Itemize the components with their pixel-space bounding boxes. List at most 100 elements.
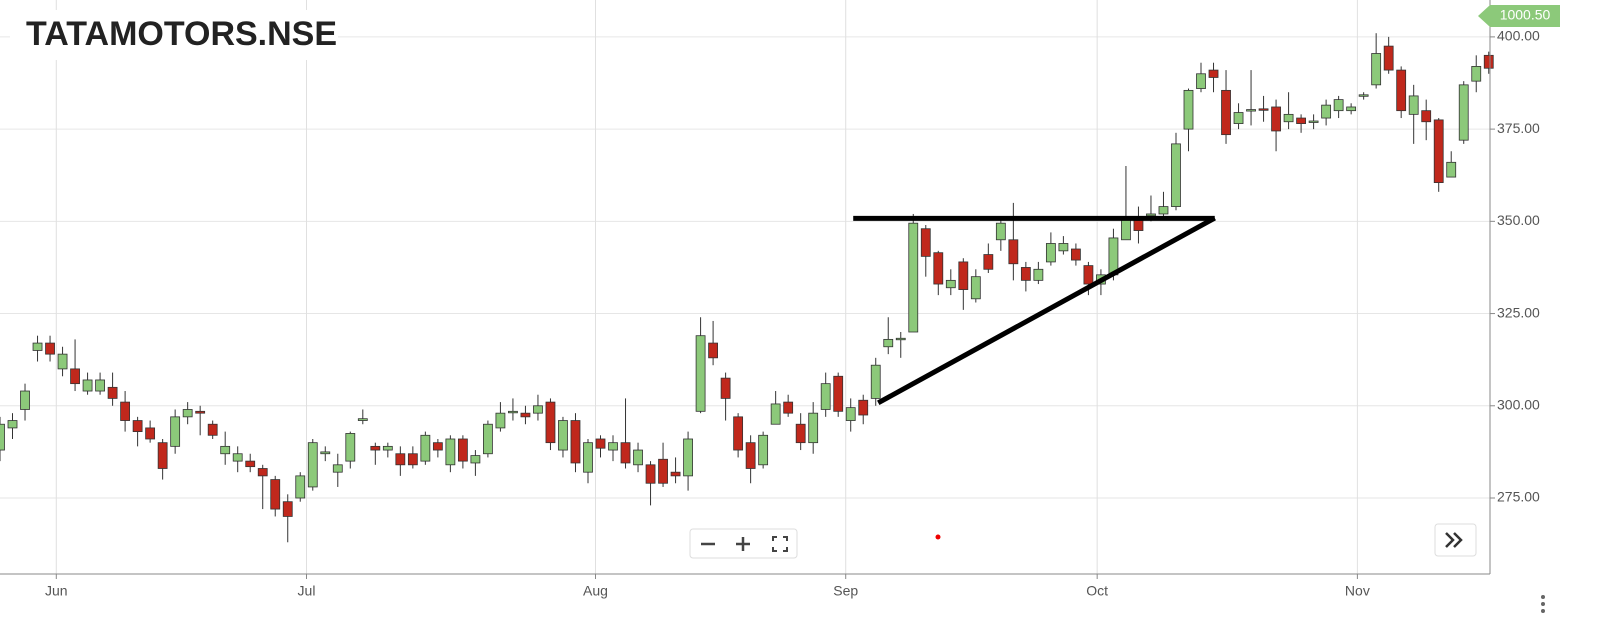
candle-body — [432, 442, 443, 451]
candle-body — [595, 438, 606, 449]
candle-body — [32, 342, 43, 351]
candle-body — [883, 338, 894, 348]
candle-body — [145, 427, 156, 440]
marker-dot — [935, 534, 941, 540]
x-tick-label: Sep — [833, 583, 858, 599]
candle-body — [382, 445, 393, 451]
candle-body — [1233, 112, 1244, 124]
candle-body — [945, 279, 956, 289]
candle-body — [1421, 110, 1432, 123]
candle-body — [1033, 268, 1044, 281]
candle-body — [1045, 243, 1056, 263]
candle-body — [1371, 53, 1382, 86]
candle-body — [357, 418, 368, 421]
candle-body — [1083, 265, 1094, 285]
candle-body — [1158, 206, 1169, 215]
candle-body — [232, 453, 243, 462]
candle-body — [1483, 54, 1494, 69]
price-badge — [1478, 5, 1560, 27]
candle-body — [1321, 104, 1332, 119]
candle-body — [1121, 219, 1131, 241]
candle-body — [282, 501, 293, 517]
price-badge-label: 1000.50 — [1500, 7, 1551, 23]
candle-body — [483, 423, 493, 455]
candle-body — [320, 451, 331, 455]
scroll-right-button[interactable] — [1434, 523, 1477, 557]
candle-body — [332, 464, 343, 473]
fullscreen-button[interactable] — [772, 536, 788, 552]
candle-body — [1020, 267, 1031, 281]
candle-body — [82, 379, 93, 392]
candle-body — [1433, 119, 1444, 184]
candle-body — [245, 460, 256, 468]
candle-body — [645, 464, 656, 484]
candle-body — [533, 405, 543, 414]
candle-body — [1396, 69, 1407, 112]
candle-body — [908, 222, 919, 333]
candle-body — [1271, 106, 1281, 132]
x-tick-label: Jul — [298, 583, 316, 599]
candle-body — [395, 453, 406, 466]
candle-body — [295, 475, 306, 499]
candle-body — [1171, 143, 1181, 207]
candle-body — [995, 222, 1006, 241]
y-tick-label: 400.00 — [1497, 28, 1540, 44]
candle-body — [1308, 120, 1319, 123]
x-tick-label: Aug — [583, 583, 608, 599]
candle-body — [583, 442, 593, 473]
candle-body — [770, 403, 781, 425]
zoom-in-button[interactable] — [736, 537, 750, 551]
candle-body — [870, 364, 881, 399]
candle-body — [845, 407, 856, 421]
candle-body — [420, 434, 431, 462]
x-tick-label: Jun — [45, 583, 68, 599]
candle-body — [1208, 69, 1219, 78]
candle-body — [983, 254, 994, 270]
candle-body — [20, 390, 30, 410]
candle-body — [520, 412, 531, 418]
candle-body — [220, 445, 231, 455]
candle-body — [1196, 73, 1206, 89]
candle-body — [620, 442, 631, 464]
candle-body — [1008, 239, 1019, 265]
candle-body — [307, 442, 318, 488]
menu-button[interactable] — [1541, 595, 1545, 613]
candle-body — [270, 479, 281, 510]
candle-body — [1183, 89, 1194, 130]
candle-body — [1258, 108, 1269, 111]
candle-body — [495, 412, 506, 429]
candle-body — [1246, 109, 1256, 112]
y-tick-label: 350.00 — [1497, 212, 1540, 228]
candle-body — [1446, 161, 1457, 178]
candle-body — [57, 353, 68, 370]
y-tick-label: 275.00 — [1497, 489, 1540, 505]
candle-body — [195, 410, 206, 414]
candle-body — [445, 438, 456, 466]
y-tick-label: 375.00 — [1497, 120, 1540, 136]
candle-body — [958, 261, 969, 290]
x-tick-label: Nov — [1345, 583, 1370, 599]
candle-body — [120, 401, 131, 421]
candle-body — [608, 442, 618, 451]
candle-body — [570, 420, 581, 464]
candle-body — [920, 228, 931, 257]
candle-body — [207, 423, 218, 436]
candle-body — [132, 420, 143, 433]
candle-body — [1346, 106, 1357, 112]
candle-body — [1383, 45, 1394, 71]
candle-body — [833, 375, 844, 412]
candle-body — [1146, 213, 1156, 217]
candle-body — [45, 342, 55, 355]
candle-body — [758, 434, 769, 466]
candle-body — [70, 368, 80, 385]
chart-title: TATAMOTORS.NSE — [26, 15, 337, 53]
candle-body — [95, 379, 105, 392]
candle-body — [508, 410, 518, 414]
y-tick-label: 300.00 — [1497, 396, 1540, 412]
candle-body — [1471, 66, 1482, 82]
candle-body — [808, 412, 819, 444]
candle-body — [895, 337, 906, 341]
candle-body — [1296, 117, 1306, 124]
